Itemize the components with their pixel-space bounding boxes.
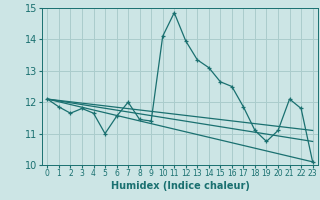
X-axis label: Humidex (Indice chaleur): Humidex (Indice chaleur) xyxy=(111,181,249,191)
